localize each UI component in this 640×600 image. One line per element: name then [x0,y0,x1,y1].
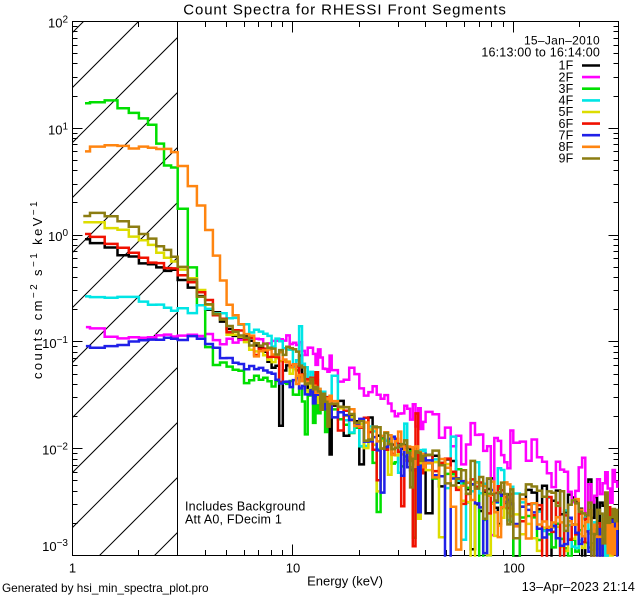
svg-text:7F: 7F [559,128,574,142]
svg-text:9F: 9F [559,152,574,166]
svg-text:Generated by hsi_min_spectra_p: Generated by hsi_min_spectra_plot.pro [2,581,209,595]
svg-text:2F: 2F [559,70,574,84]
svg-text:100: 100 [503,561,525,576]
svg-text:Att A0, FDecim 1: Att A0, FDecim 1 [185,513,282,527]
svg-text:1: 1 [69,561,76,576]
svg-text:counts cm−2 s−1 keV−1: counts cm−2 s−1 keV−1 [29,199,45,379]
svg-text:Includes Background: Includes Background [185,500,306,514]
svg-text:Count Spectra for RHESSI Front: Count Spectra for RHESSI Front Segments [183,2,507,19]
svg-text:4F: 4F [559,94,574,108]
svg-text:8F: 8F [559,140,574,154]
svg-text:13–Apr–2023 21:14: 13–Apr–2023 21:14 [522,580,635,594]
svg-text:16:13:00 to 16:14:00: 16:13:00 to 16:14:00 [481,46,600,60]
svg-text:15–Jan–2010: 15–Jan–2010 [524,34,600,48]
svg-text:1F: 1F [559,59,574,73]
svg-text:3F: 3F [559,82,574,96]
svg-text:5F: 5F [559,105,574,119]
svg-text:Energy (keV): Energy (keV) [307,574,383,589]
svg-text:6F: 6F [559,117,574,131]
svg-text:10: 10 [286,561,300,576]
